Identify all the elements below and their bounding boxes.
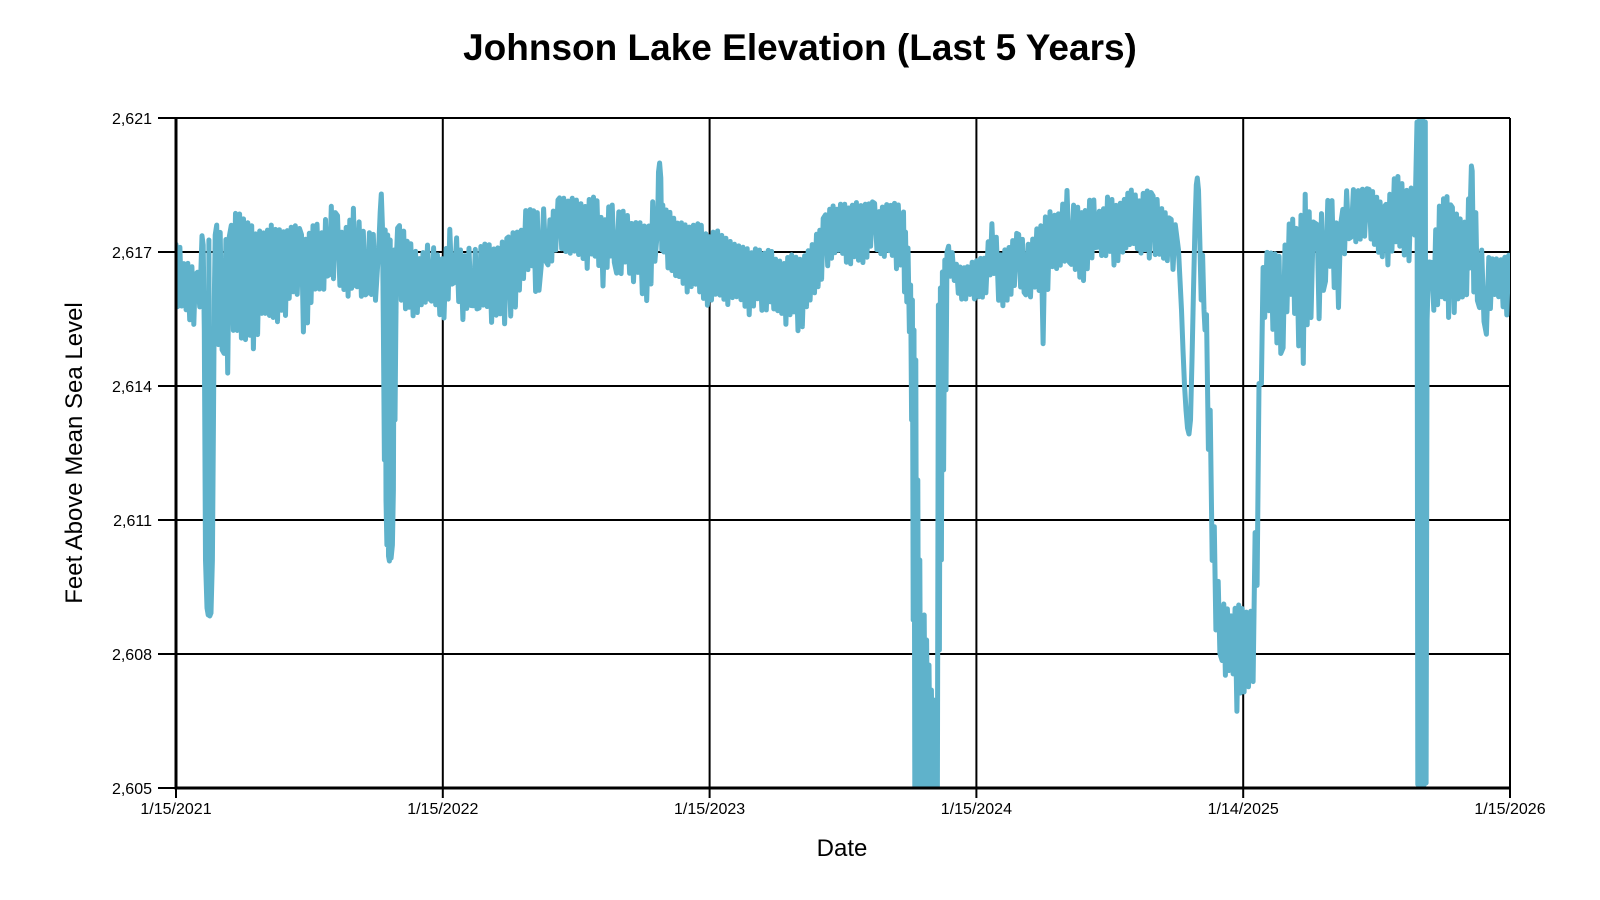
svg-text:2,621: 2,621 <box>112 111 152 128</box>
svg-text:1/14/2025: 1/14/2025 <box>1208 801 1279 818</box>
svg-text:2,608: 2,608 <box>112 647 152 664</box>
svg-text:2,617: 2,617 <box>112 245 152 262</box>
svg-text:2,614: 2,614 <box>112 379 152 396</box>
svg-text:1/15/2026: 1/15/2026 <box>1474 801 1545 818</box>
svg-text:Date: Date <box>817 835 868 862</box>
svg-text:1/15/2023: 1/15/2023 <box>674 801 745 818</box>
svg-text:2,611: 2,611 <box>113 513 152 530</box>
svg-text:1/15/2021: 1/15/2021 <box>140 801 211 818</box>
svg-text:1/15/2024: 1/15/2024 <box>941 801 1012 818</box>
svg-text:1/15/2022: 1/15/2022 <box>407 801 478 818</box>
svg-text:2,605: 2,605 <box>112 781 152 798</box>
svg-text:Feet Above Mean Sea Level: Feet Above Mean Sea Level <box>61 302 88 604</box>
svg-text:Johnson Lake Elevation (Last 5: Johnson Lake Elevation (Last 5 Years) <box>463 27 1137 68</box>
